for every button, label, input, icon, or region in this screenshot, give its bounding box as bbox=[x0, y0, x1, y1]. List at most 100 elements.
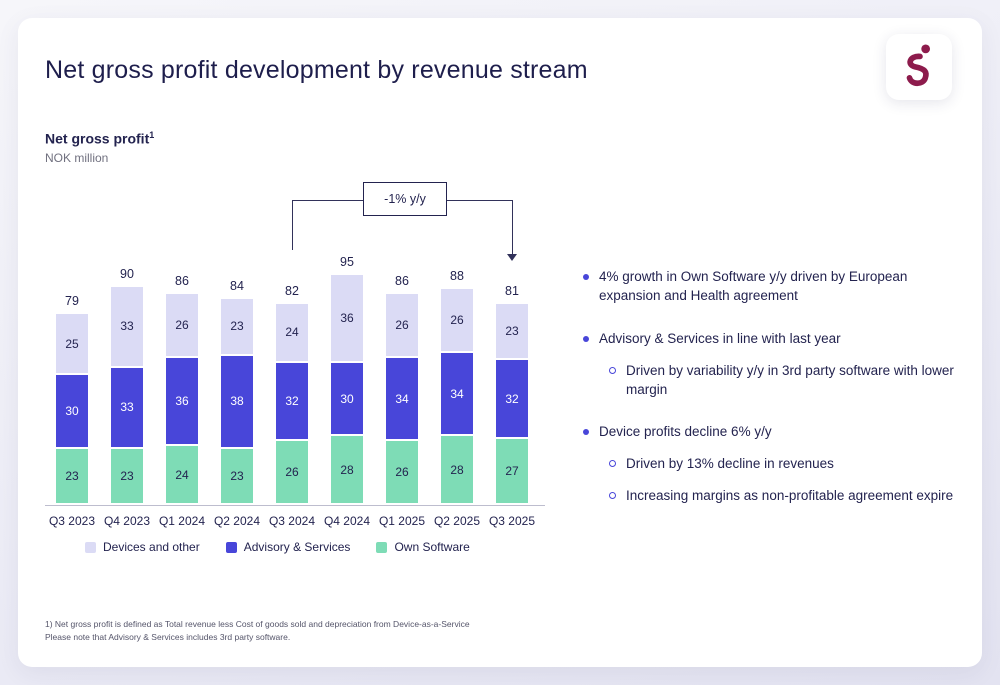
bar-segment-value: 34 bbox=[395, 391, 409, 406]
bar-segment-own-software: 27 bbox=[496, 438, 528, 503]
bar-segment-devices-and-other: 23 bbox=[496, 304, 528, 359]
bar-segment-advisory-services: 34 bbox=[441, 353, 473, 435]
insight-text: Driven by 13% decline in revenues bbox=[626, 456, 834, 472]
footnote-line-1: 1) Net gross profit is defined as Total … bbox=[45, 619, 470, 629]
bar-segment-value: 28 bbox=[450, 462, 464, 477]
techstep-logo-icon bbox=[900, 42, 938, 93]
bullet-dot-icon bbox=[583, 429, 589, 436]
bar-segment-value: 23 bbox=[230, 319, 244, 334]
annotation-connector-right bbox=[512, 200, 513, 255]
legend-label: Advisory & Services bbox=[243, 540, 351, 554]
bar-segment-own-software: 28 bbox=[331, 436, 363, 503]
bullet-dot-icon bbox=[583, 335, 589, 342]
insight-sub-bullet: Increasing margins as non-profitable agr… bbox=[609, 487, 965, 506]
legend-swatch-icon bbox=[225, 541, 237, 553]
bar-segment-value: 23 bbox=[230, 468, 244, 483]
bar-segment-value: 32 bbox=[505, 391, 519, 406]
insight-bullet: Device profits decline 6% y/y bbox=[583, 423, 965, 442]
legend-item: Devices and other bbox=[85, 540, 200, 554]
page-title: Net gross profit development by revenue … bbox=[45, 56, 588, 84]
bar-total-label: 82 bbox=[285, 284, 299, 299]
bullet-ring-icon bbox=[609, 492, 616, 500]
bar-segment-value: 26 bbox=[395, 465, 409, 480]
bar-segment-advisory-services: 30 bbox=[56, 375, 88, 447]
bullet-dot-icon bbox=[583, 274, 589, 280]
chart-title-footnote-ref: 1 bbox=[149, 130, 155, 140]
x-axis-tick-label: Q2 2025 bbox=[433, 514, 481, 528]
bullet-ring-icon bbox=[609, 460, 616, 468]
bar-segment-value: 25 bbox=[65, 336, 79, 351]
bar-total-label: 84 bbox=[230, 279, 244, 294]
bar-segment-own-software: 23 bbox=[221, 448, 253, 503]
insight-text: Device profits decline 6% y/y bbox=[599, 424, 772, 440]
insight-text: Advisory & Services in line with last ye… bbox=[599, 330, 841, 346]
bar-segment-devices-and-other: 24 bbox=[276, 304, 308, 361]
legend-swatch-icon bbox=[376, 541, 388, 553]
footnote: 1) Net gross profit is defined as Total … bbox=[45, 618, 470, 644]
annotation-box: -1% y/y bbox=[363, 182, 447, 216]
bar-segment-value: 33 bbox=[120, 319, 134, 334]
bar-segment-value: 23 bbox=[65, 468, 79, 483]
bar-total-label: 88 bbox=[450, 269, 464, 284]
bar-segment-devices-and-other: 25 bbox=[56, 313, 88, 374]
chart-legend: Devices and other Advisory & Services Own … bbox=[85, 540, 470, 554]
legend-label: Own Software bbox=[394, 540, 470, 554]
bar-segment-value: 30 bbox=[65, 403, 79, 418]
insight-text: Increasing margins as non-profitable agr… bbox=[626, 488, 954, 504]
chart-title: Net gross profit1 bbox=[45, 130, 154, 147]
bar-segment-advisory-services: 32 bbox=[496, 360, 528, 437]
bar-segment-value: 24 bbox=[175, 467, 189, 482]
insight-bullet: Advisory & Services in line with last ye… bbox=[583, 330, 965, 349]
x-axis-tick-label: Q3 2023 bbox=[48, 514, 96, 528]
bar-segment-advisory-services: 34 bbox=[386, 358, 418, 440]
bar-segment-value: 36 bbox=[340, 310, 354, 325]
x-axis-tick-label: Q3 2024 bbox=[268, 514, 316, 528]
insight-sub-bullet: Driven by variability y/y in 3rd party s… bbox=[609, 362, 965, 400]
bar-segment-value: 27 bbox=[505, 463, 519, 478]
bar-segment-value: 23 bbox=[505, 324, 519, 339]
bar-segment-devices-and-other: 33 bbox=[111, 286, 143, 366]
legend-label: Devices and other bbox=[103, 540, 200, 554]
bar-segment-value: 26 bbox=[285, 465, 299, 480]
footnote-line-2: Please note that Advisory & Services inc… bbox=[45, 632, 291, 643]
bar-segment-devices-and-other: 23 bbox=[221, 299, 253, 354]
annotation-label: -1% y/y bbox=[384, 192, 426, 206]
insight-bullet: 4% growth in Own Software y/y driven by … bbox=[583, 268, 965, 306]
chart-subtitle: NOK million bbox=[45, 151, 109, 165]
bar-segment-advisory-services: 33 bbox=[111, 367, 143, 447]
bar-segment-own-software: 28 bbox=[441, 436, 473, 503]
bar-segment-devices-and-other: 26 bbox=[386, 294, 418, 356]
bar-segment-devices-and-other: 26 bbox=[441, 289, 473, 352]
x-axis-line bbox=[45, 505, 545, 506]
bar-segment-own-software: 26 bbox=[276, 441, 308, 503]
chart-title-text: Net gross profit bbox=[45, 130, 150, 147]
bar-segment-advisory-services: 32 bbox=[276, 362, 308, 440]
bar-segment-value: 26 bbox=[395, 318, 409, 333]
bar-total-label: 79 bbox=[65, 293, 79, 308]
x-axis-tick-label: Q4 2024 bbox=[323, 514, 371, 528]
bar-segment-value: 30 bbox=[340, 391, 354, 406]
legend-swatch-icon bbox=[85, 541, 96, 553]
bar-segment-value: 36 bbox=[175, 394, 189, 409]
legend-item: Own Software bbox=[376, 540, 470, 554]
insight-sub-bullet: Driven by 13% decline in revenues bbox=[609, 455, 965, 474]
annotation-arrowhead-icon bbox=[507, 254, 517, 261]
bar-total-label: 90 bbox=[120, 266, 134, 281]
bar-segment-own-software: 23 bbox=[56, 448, 88, 503]
bar-segment-value: 33 bbox=[120, 400, 134, 415]
bar-total-label: 86 bbox=[395, 274, 409, 289]
x-axis-tick-label: Q1 2024 bbox=[158, 514, 206, 528]
stacked-bar-chart: -1% y/y Devices and other Advisory & Serv… bbox=[45, 170, 557, 580]
bar-segment-own-software: 26 bbox=[386, 441, 418, 503]
slide-card: Net gross profit development by revenue … bbox=[18, 18, 982, 667]
bar-segment-value: 24 bbox=[285, 325, 299, 340]
bar-segment-value: 26 bbox=[175, 318, 189, 333]
insights-panel: 4% growth in Own Software y/y driven by … bbox=[583, 268, 965, 506]
bar-total-label: 86 bbox=[175, 274, 189, 289]
x-axis-tick-label: Q2 2024 bbox=[213, 514, 261, 528]
bar-segment-own-software: 24 bbox=[166, 446, 198, 503]
bullet-ring-icon bbox=[609, 366, 616, 374]
bar-segment-devices-and-other: 36 bbox=[331, 274, 363, 361]
bar-segment-advisory-services: 36 bbox=[166, 358, 198, 445]
